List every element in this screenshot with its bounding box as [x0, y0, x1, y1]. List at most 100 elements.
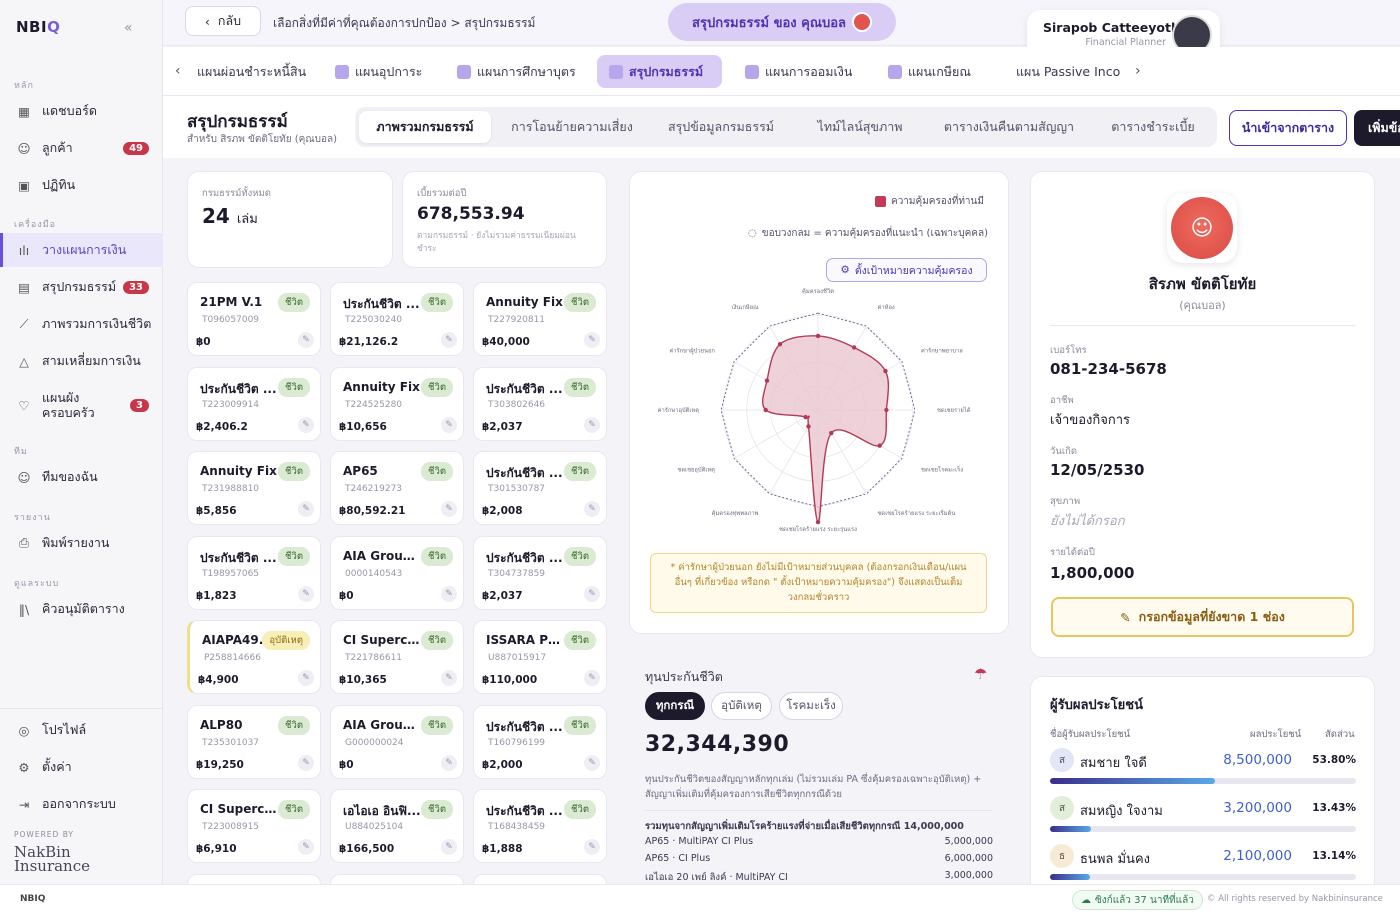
sidebar-item-financial-triangle[interactable]: △ สามเหลี่ยมการเงิน	[0, 344, 163, 378]
subtab-policy-details[interactable]: สรุปข้อมูลกรมธรรม์	[667, 119, 775, 134]
tab-policy-summary[interactable]: สรุปกรมธรรม์	[597, 55, 722, 88]
policy-card[interactable]	[330, 873, 464, 884]
chevron-left-icon[interactable]: ‹	[175, 63, 181, 79]
policy-card[interactable]: ALP80 ชีวิต T235301037 ฿19,250 ✎	[187, 704, 321, 779]
policy-card[interactable]: Annuity Fix ชีวิต T224525280 ฿10,656 ✎	[330, 366, 464, 441]
subtab-health-timeline[interactable]: ไทม์ไลน์สุขภาพ	[817, 119, 903, 134]
policy-card[interactable]: ISSARA PLUS ชีวิต U887015917 ฿110,000 ✎	[473, 620, 607, 694]
policy-card[interactable]: Annuity Fix ชีวิต T227920811 ฿40,000 ✎	[473, 282, 607, 356]
policy-card[interactable]: ประกันชีวิต ... ชีวิต T160796199 ฿2,000 ✎	[473, 704, 607, 779]
client-nickname: (คุณบอล)	[1179, 299, 1226, 312]
sidebar-item-approval-queue[interactable]: ‖\ คิวอนุมัติตาราง	[0, 592, 163, 626]
filter-cancer[interactable]: โรคมะเร็ง	[779, 692, 843, 720]
edit-icon[interactable]: ✎	[298, 416, 314, 433]
tab-support-plan[interactable]: แผนอุปการะ	[323, 55, 434, 88]
fill-missing-button[interactable]: ✎ กรอกข้อมูลที่ยังขาด 1 ช่อง	[1051, 597, 1354, 637]
beneficiaries-title: ผู้รับผลประโยชน์	[1050, 698, 1143, 713]
section-label-supervise: ดูแลระบบ	[14, 579, 60, 589]
policy-card[interactable]	[187, 873, 321, 884]
subtab-overview[interactable]: ภาพรวมกรมธรรม์	[359, 111, 491, 143]
edit-icon[interactable]: ✎	[441, 332, 457, 348]
tab-education-plan[interactable]: แผนการศึกษาบุตร	[445, 55, 588, 88]
policy-code: 0000140543	[345, 568, 403, 579]
policy-card[interactable]: ประกันชีวิต ... ชีวิต T198957065 ฿1,823 ✎	[187, 535, 321, 610]
edit-icon[interactable]: ✎	[298, 670, 314, 686]
import-button[interactable]: นำเข้าจากตาราง	[1229, 110, 1347, 146]
policy-card[interactable]: ประกันชีวิต ... ชีวิต T225030240 ฿21,126.2 ✎	[330, 282, 464, 356]
user-role: Financial Planner	[1085, 37, 1166, 48]
page-title: สรุปกรมธรรม์	[187, 112, 288, 132]
edit-icon[interactable]: ✎	[441, 585, 457, 602]
edit-icon[interactable]: ✎	[584, 839, 600, 855]
policy-card[interactable]: CI Supercar...ชีวิต T221786611 ฿10,365 ✎	[330, 620, 464, 694]
policy-card[interactable]: เอไอเอ อินฟิ... ชีวิต U884025104 ฿166,500 ✎	[330, 789, 464, 863]
sidebar-item-family-tree[interactable]: ♡ แผนผัง ครอบครัว 3	[0, 386, 163, 424]
edit-icon[interactable]: ✎	[584, 332, 600, 348]
sidebar-item-profile[interactable]: ◎ โปรไฟล์	[0, 713, 163, 747]
policy-card[interactable]: AIA Group 1 ชีวิต 0000140543 ฿0 ✎	[330, 535, 464, 610]
policy-card[interactable]: ประกันชีวิต ... ชีวิต T168438459 ฿1,888 ✎	[473, 789, 607, 863]
edit-icon[interactable]: ✎	[441, 839, 457, 855]
policy-card[interactable]: CI Supercar...ชีวิต T223008915 ฿6,910 ✎	[187, 789, 321, 863]
policy-type-badge: ชีวิต	[564, 546, 596, 566]
edit-icon[interactable]: ✎	[441, 754, 457, 771]
policy-card[interactable]: ประกันชีวิต ... ชีวิต T303802646 ฿2,037 ✎	[473, 366, 607, 441]
filter-all[interactable]: ทุกกรณี	[645, 692, 705, 720]
policy-card[interactable]: AP65 ชีวิต T246219273 ฿80,592.21 ✎	[330, 451, 464, 525]
subtab-cashback-table[interactable]: ตารางเงินคืนตามสัญญา	[943, 119, 1075, 134]
edit-icon[interactable]: ✎	[584, 754, 600, 771]
tab-debt-plan[interactable]: แผนผ่อนชำระหนี้สิน	[197, 63, 307, 79]
edit-icon[interactable]: ✎	[584, 501, 600, 517]
phone-label: เบอร์โทร	[1050, 345, 1087, 356]
policy-card[interactable]: Annuity Fix ชีวิต T231988810 ฿5,856 ✎	[187, 451, 321, 525]
filter-accident[interactable]: อุบัติเหตุ	[711, 692, 772, 720]
sidebar-item-logout[interactable]: ⇥ ออกจากระบบ	[0, 787, 163, 821]
edit-icon[interactable]: ✎	[584, 416, 600, 433]
edit-icon[interactable]: ✎	[441, 416, 457, 433]
edit-icon[interactable]: ✎	[298, 839, 314, 855]
policy-card[interactable]: AIA Group 2 ชีวิต G000000024 ฿0 ✎	[330, 704, 464, 779]
policy-card[interactable]	[473, 873, 607, 884]
policy-type-badge: ชีวิต	[564, 800, 596, 819]
policy-name: CI Supercar...	[343, 633, 423, 647]
sidebar-item-dashboard[interactable]: ▦ แดชบอร์ด	[0, 94, 163, 128]
copyright: © All rights reserved by Nakbininsurance	[1207, 894, 1383, 904]
sidebar-item-calendar[interactable]: ▣ ปฏิทิน	[0, 168, 163, 202]
edit-icon[interactable]: ✎	[298, 754, 314, 771]
edit-icon[interactable]: ✎	[298, 585, 314, 602]
tab-savings-plan[interactable]: แผนการออมเงิน	[733, 55, 864, 88]
subtab-premium-table[interactable]: ตารางชำระเบี้ย	[1111, 119, 1195, 134]
sidebar-item-my-team[interactable]: ☺ ทีมของฉัน	[17, 469, 98, 485]
policy-card[interactable]: ประกันชีวิต ... ชีวิต T304737859 ฿2,037 ✎	[473, 535, 607, 610]
policy-type-badge: ชีวิต	[278, 546, 310, 566]
set-coverage-goal-button[interactable]: ⚙ ตั้งเป้าหมายความคุ้มครอง	[826, 258, 987, 282]
sidebar-item-life-overview[interactable]: ⟋ ภาพรวมการเงินชีวิต	[0, 307, 163, 341]
edit-icon[interactable]: ✎	[584, 585, 600, 602]
chevron-right-icon[interactable]: ›	[1135, 63, 1141, 79]
sidebar-item-policy-summary[interactable]: ▤ สรุปกรมธรรม์ 33	[0, 270, 163, 304]
edit-icon[interactable]: ✎	[298, 332, 314, 348]
sidebar-item-print-report[interactable]: ⎙ พิมพ์รายงาน	[0, 526, 163, 560]
summary-pill[interactable]: สรุปกรมธรรม์ ของ คุณบอล	[668, 3, 896, 41]
tab-passive-income-plan[interactable]: แผน Passive Inco	[1016, 63, 1121, 79]
app-logo[interactable]: NBIQ	[16, 18, 61, 36]
edit-icon[interactable]: ✎	[584, 670, 600, 686]
edit-icon[interactable]: ✎	[441, 670, 457, 686]
sidebar-item-customers[interactable]: ☺ ลูกค้า 49	[0, 131, 163, 165]
subtab-risk-transfer[interactable]: การโอนย้ายความเสี่ยง	[511, 119, 633, 134]
policy-card[interactable]: 21PM V.1 ชีวิต T096057009 ฿0 ✎	[187, 282, 321, 356]
beneficiary-share: 13.14%	[1312, 850, 1356, 862]
policy-card[interactable]: ประกันชีวิต ... ชีวิต T223009914 ฿2,406.2 ✎	[187, 366, 321, 441]
tab-retirement-plan[interactable]: แผนเกษียณ	[876, 55, 983, 88]
policy-card[interactable]: AIAPA49... อุบัติเหตุ P258814666 ฿4,900 ✎	[187, 620, 321, 694]
sidebar-item-financial-planning[interactable]: ılı วางแผนการเงิน	[0, 233, 163, 267]
sidebar-item-settings[interactable]: ⚙ ตั้งค่า	[0, 750, 163, 784]
edit-icon[interactable]: ✎	[298, 501, 314, 517]
policy-card[interactable]: ประกันชีวิต ... ชีวิต T301530787 ฿2,008 ✎	[473, 451, 607, 525]
beneficiary-name: ธนพล มั่นคง	[1080, 852, 1150, 867]
back-button[interactable]: ‹ กลับ	[185, 6, 261, 36]
add-policy-button[interactable]: เพิ่มข้อ	[1354, 110, 1400, 146]
edit-icon[interactable]: ✎	[441, 501, 457, 517]
double-chevron-left-icon[interactable]: «	[124, 20, 133, 36]
radar-point	[877, 443, 882, 448]
